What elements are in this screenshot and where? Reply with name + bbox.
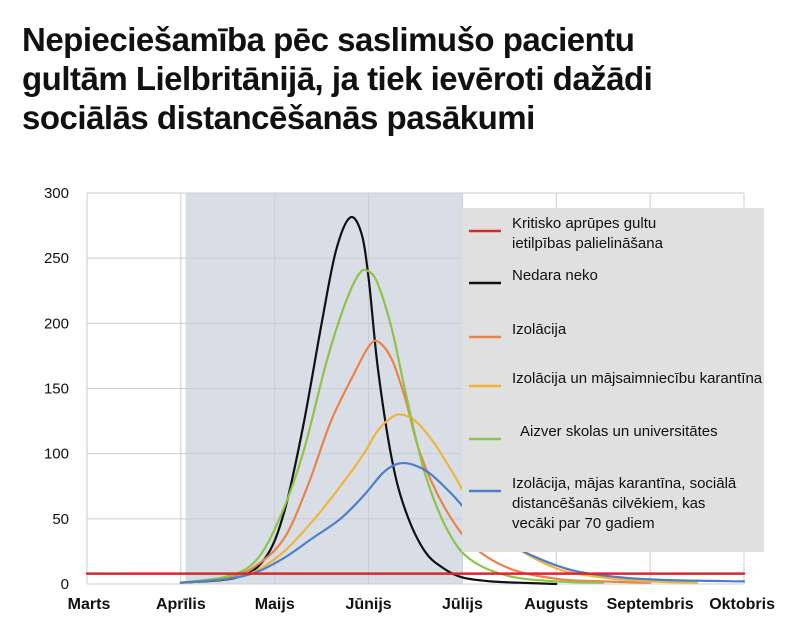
legend-label-3: Izolācija un mājsaimniecību karantīna	[512, 370, 763, 387]
y-tick-label: 50	[52, 511, 69, 528]
x-tick-label: Aprīlis	[156, 596, 206, 613]
series-line-1	[179, 215, 558, 586]
series-line-4	[179, 268, 605, 584]
series-line-5	[179, 461, 746, 584]
legend-panel	[462, 208, 764, 552]
x-tick-label: Jūlijs	[442, 596, 483, 613]
x-tick-label: Augusts	[524, 596, 588, 613]
y-tick-label: 150	[44, 381, 69, 398]
title-line-3: sociālās distancēšanās pasākumi	[22, 99, 535, 136]
title-line-1: Nepieciešamība pēc saslimušo pacientu	[22, 21, 635, 58]
y-tick-label: 100	[44, 446, 69, 463]
legend-label-4: Aizver skolas un universitātes	[520, 423, 718, 440]
x-tick-label: Jūnijs	[345, 596, 391, 613]
x-tick-label: Oktobris	[709, 596, 775, 613]
x-tick-label: Maijs	[255, 596, 295, 613]
legend-label-2: Izolācija	[512, 321, 567, 338]
y-tick-label: 250	[44, 250, 69, 267]
chart-title: Nepieciešamība pēc saslimušo pacientu gu…	[22, 20, 792, 137]
legend-label-0: Kritisko aprūpes gultu ietilpības palieli…	[512, 215, 664, 252]
legend-label-1: Nedara neko	[512, 267, 598, 284]
series-line-2	[179, 339, 652, 584]
legend-label-5: Izolācija, mājas karantīna, sociālā dista…	[512, 475, 737, 532]
y-tick-label: 0	[61, 576, 69, 593]
y-tick-label: 200	[44, 315, 69, 332]
x-tick-label: Marts	[68, 596, 111, 613]
title-line-2: gultām Lielbritānijā, ja tiek ievēroti d…	[22, 60, 653, 97]
y-tick-label: 300	[44, 185, 69, 202]
x-tick-label: Septembris	[607, 596, 694, 613]
series-line-3	[179, 413, 699, 584]
